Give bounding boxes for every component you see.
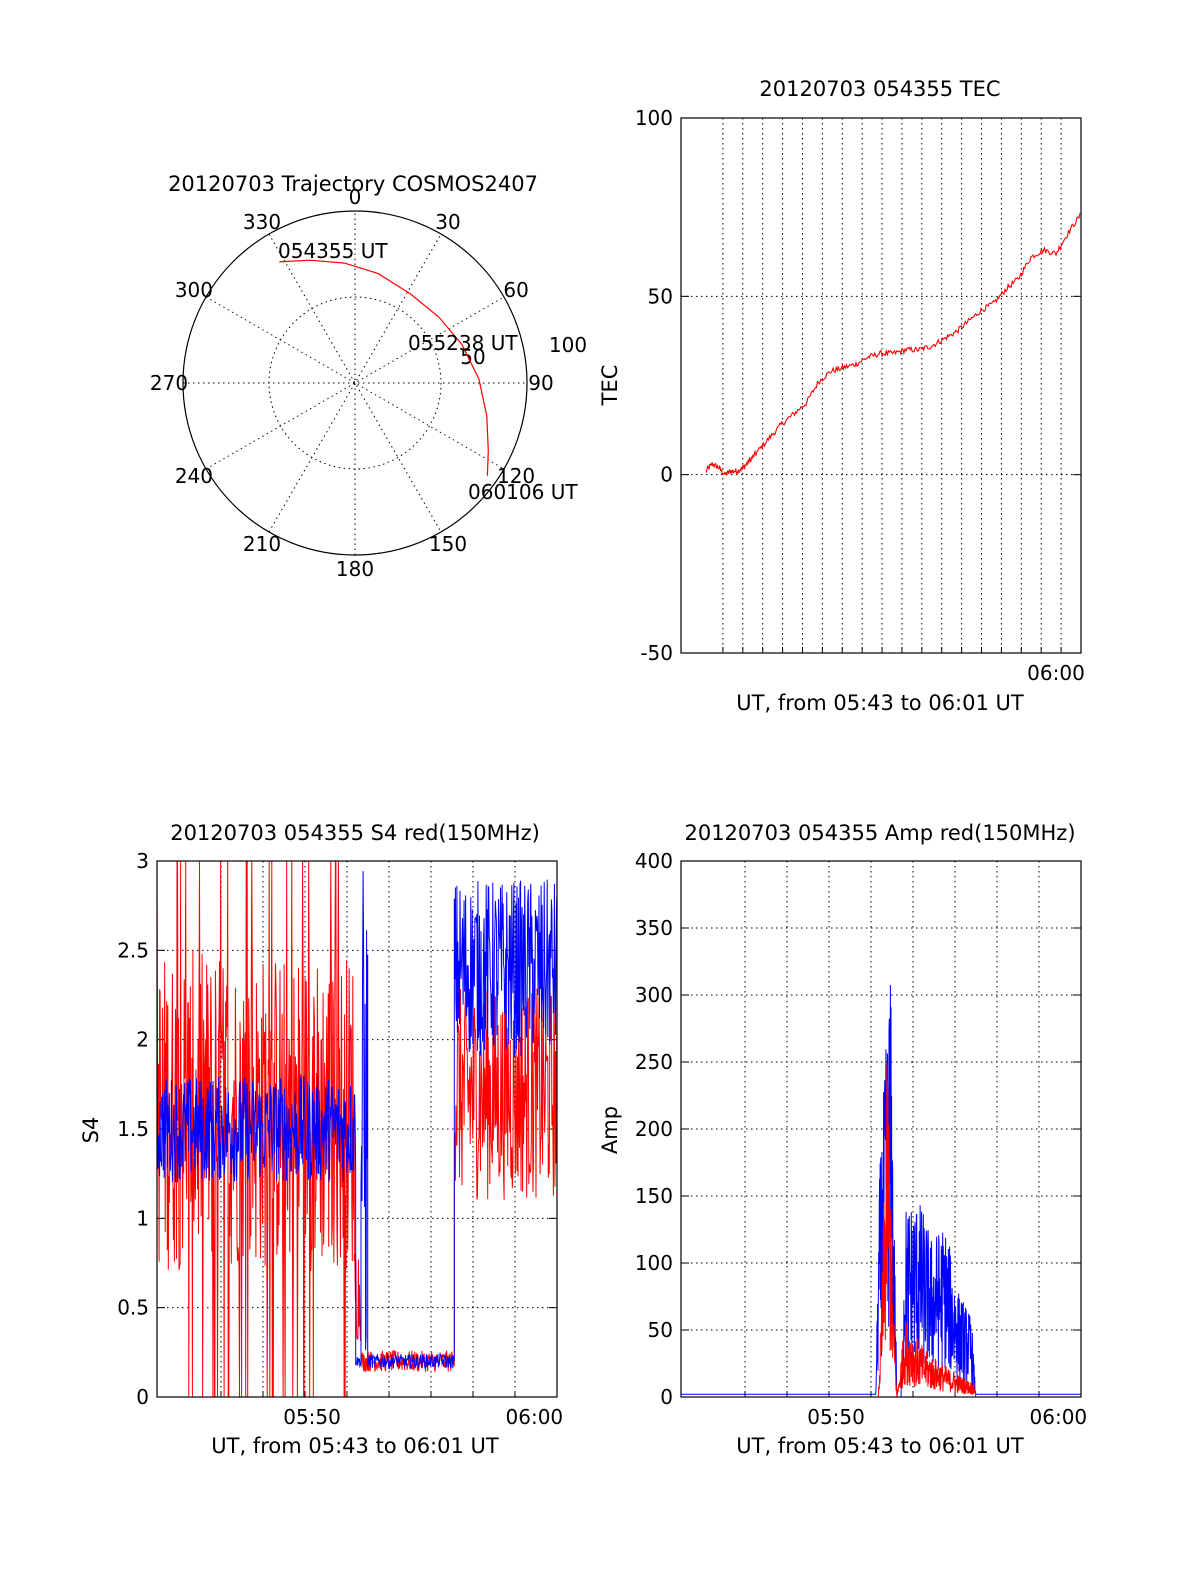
tec-x-ticks: 06:00 (722, 647, 1085, 685)
y-tick-label: 300 (635, 983, 673, 1007)
y-tick-label: 3 (136, 849, 149, 873)
x-tick-label: 05:50 (807, 1405, 865, 1429)
amp-grid (681, 861, 1081, 1397)
s4-red-series (156, 860, 558, 1398)
polar-trajectory-chart: 20120703 Trajectory COSMOS2407 0 30 60 90 12… (150, 172, 587, 581)
amp-title: 20120703 054355 Amp red(150MHz) (684, 821, 1075, 845)
polar-azimuth-label: 120 (497, 464, 535, 488)
tec-frame (680, 117, 1082, 654)
y-tick-label: 350 (635, 916, 673, 940)
x-tick-label: 06:00 (1027, 661, 1085, 685)
amp-chart: 20120703 054355 Amp red(150MHz) 0 50 100 15… (598, 821, 1087, 1458)
s4-x-ticks: 05:50 06:00 (220, 1391, 564, 1429)
tec-y-ticks: -50 0 50 100 (635, 106, 1081, 665)
s4-grid (157, 861, 557, 1397)
y-tick-label: 150 (635, 1184, 673, 1208)
amp-x-axis-label: UT, from 05:43 to 06:01 UT (736, 1434, 1024, 1458)
polar-azimuth-labels: 0 30 60 90 120 150 180 210 240 270 300 330 (150, 185, 554, 581)
s4-x-axis-label: UT, from 05:43 to 06:01 UT (211, 1434, 499, 1458)
polar-ring-label-100: 100 (549, 333, 587, 357)
tec-x-axis-label: UT, from 05:43 to 06:01 UT (736, 691, 1024, 715)
polar-azimuth-label: 150 (429, 532, 467, 556)
polar-title: 20120703 Trajectory COSMOS2407 (168, 172, 538, 196)
amp-blue-series (681, 984, 1081, 1398)
polar-azimuth-label: 210 (243, 532, 281, 556)
s4-y-ticks: 0 0.5 1 1.5 2 2.5 3 (117, 849, 557, 1409)
x-tick-label: 06:00 (1030, 1405, 1088, 1429)
s4-y-axis-label: S4 (79, 1117, 103, 1144)
x-tick-label: 05:50 (283, 1405, 341, 1429)
trajectory-line (279, 259, 489, 476)
s4-frame (156, 860, 558, 1398)
tec-title: 20120703 054355 TEC (759, 77, 1000, 101)
tec-series-line (705, 213, 1081, 476)
y-tick-label: 2 (136, 1028, 149, 1052)
y-tick-label: 200 (635, 1117, 673, 1141)
y-tick-label: 100 (635, 106, 673, 130)
polar-azimuth-label: 240 (175, 464, 213, 488)
polar-azimuth-label: 180 (336, 557, 374, 581)
y-tick-label: 50 (648, 284, 673, 308)
trajectory-end-label: 060106 UT (468, 480, 578, 504)
amp-y-axis-label: Amp (598, 1106, 622, 1154)
s4-chart: 20120703 054355 S4 red(150MHz) 0 0.5 1 1.5 2… (79, 821, 563, 1458)
s4-blue-series (156, 871, 558, 1370)
y-tick-label: 0 (660, 1385, 673, 1409)
s4-title: 20120703 054355 S4 red(150MHz) (170, 821, 540, 845)
x-tick-label: 06:00 (506, 1405, 564, 1429)
trajectory-start-label: 054355 UT (278, 239, 388, 263)
y-tick-label: -50 (640, 641, 673, 665)
tec-y-axis-label: TEC (598, 365, 622, 407)
y-tick-label: 1 (136, 1206, 149, 1230)
polar-azimuth-label: 0 (349, 185, 362, 209)
tec-grid (681, 118, 1081, 653)
polar-azimuth-label: 30 (435, 210, 460, 234)
y-tick-label: 0 (136, 1385, 149, 1409)
y-tick-label: 2.5 (117, 938, 149, 962)
polar-azimuth-label: 330 (243, 210, 281, 234)
polar-azimuth-label: 60 (503, 278, 528, 302)
y-tick-label: 50 (648, 1318, 673, 1342)
y-tick-label: 0 (660, 463, 673, 487)
y-tick-label: 100 (635, 1251, 673, 1275)
amp-frame (680, 860, 1082, 1398)
amp-x-ticks: 05:50 06:00 (744, 1391, 1088, 1429)
polar-azimuth-label: 270 (150, 371, 188, 395)
y-tick-label: 250 (635, 1050, 673, 1074)
y-tick-label: 400 (635, 849, 673, 873)
polar-azimuth-label: 300 (175, 278, 213, 302)
tec-chart: 20120703 054355 TEC -50 0 50 100 06:00 UT, … (598, 77, 1085, 715)
y-tick-label: 1.5 (117, 1117, 149, 1141)
polar-azimuth-label: 90 (528, 371, 553, 395)
trajectory-mid-label: 055238 UT (408, 331, 518, 355)
amp-y-ticks: 0 50 100 150 200 250 300 350 400 (635, 849, 1081, 1409)
polar-inner-ring (268, 296, 442, 470)
y-tick-label: 0.5 (117, 1296, 149, 1320)
